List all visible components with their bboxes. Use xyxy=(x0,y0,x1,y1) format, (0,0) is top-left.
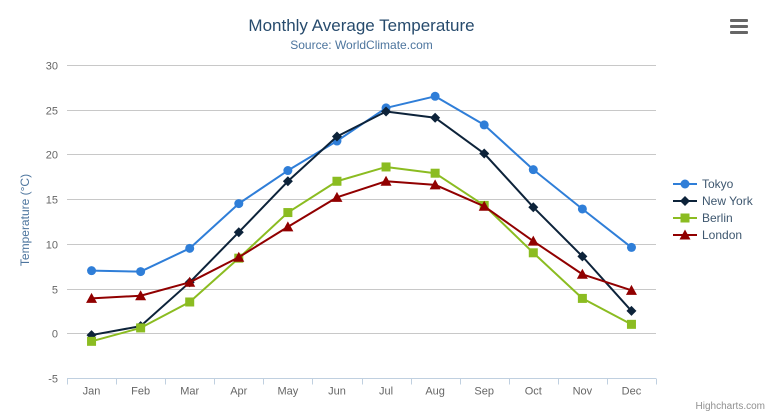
legend-item-london[interactable]: London xyxy=(673,228,753,242)
x-axis-label: May xyxy=(277,386,298,398)
hamburger-icon xyxy=(730,18,748,22)
data-point-new-york[interactable] xyxy=(430,112,441,123)
square-legend-marker-icon xyxy=(673,213,697,223)
diamond-legend-marker-icon xyxy=(673,196,697,206)
legend-label: London xyxy=(702,228,743,242)
y-axis-tick-label: -5 xyxy=(48,374,58,386)
data-point-new-york[interactable] xyxy=(479,148,490,159)
x-axis-label: Jul xyxy=(379,386,393,398)
data-point-tokyo[interactable] xyxy=(479,120,489,130)
data-point-new-york[interactable] xyxy=(626,305,637,316)
x-axis-label: Nov xyxy=(573,386,593,398)
data-point-new-york[interactable] xyxy=(381,106,392,117)
x-axis-label: Sep xyxy=(474,386,494,398)
data-point-berlin[interactable] xyxy=(528,248,538,258)
data-point-new-york[interactable] xyxy=(528,202,539,213)
x-axis-label: Jun xyxy=(328,386,346,398)
data-point-berlin[interactable] xyxy=(626,319,636,329)
highcharts-credit-link[interactable]: Highcharts.com xyxy=(695,401,765,412)
data-point-berlin[interactable] xyxy=(87,336,97,346)
data-point-london[interactable] xyxy=(86,292,98,303)
data-point-new-york[interactable] xyxy=(233,227,244,238)
data-point-berlin[interactable] xyxy=(332,176,342,186)
data-point-tokyo[interactable] xyxy=(136,267,146,277)
data-point-new-york[interactable] xyxy=(577,251,588,262)
circle-legend-marker-icon xyxy=(673,179,697,189)
y-axis-title: Temperature (°C) xyxy=(18,173,32,267)
data-point-berlin[interactable] xyxy=(185,297,195,307)
data-point-london[interactable] xyxy=(625,284,637,295)
y-axis-tick-label: 25 xyxy=(46,106,58,118)
export-menu-button[interactable] xyxy=(730,17,752,35)
y-axis-tick-label: 5 xyxy=(52,285,58,297)
x-axis-label: Jan xyxy=(83,386,101,398)
data-point-tokyo[interactable] xyxy=(528,165,538,175)
series-line-london xyxy=(90,180,633,300)
data-point-london[interactable] xyxy=(331,191,343,202)
x-axis-label: Aug xyxy=(425,386,445,398)
x-axis-label: Feb xyxy=(131,386,150,398)
y-axis-tick-label: 10 xyxy=(46,240,58,252)
series-line-berlin xyxy=(90,165,633,343)
data-point-london[interactable] xyxy=(527,235,539,246)
y-axis-tick-label: 0 xyxy=(52,329,58,341)
data-point-tokyo[interactable] xyxy=(283,166,293,176)
chart-title: Monthly Average Temperature xyxy=(248,16,475,35)
triangle-legend-marker-icon xyxy=(673,229,697,240)
data-point-london[interactable] xyxy=(576,268,588,279)
data-point-berlin[interactable] xyxy=(283,208,293,218)
data-point-london[interactable] xyxy=(135,290,147,301)
x-axis-label: Mar xyxy=(180,386,199,398)
y-axis-tick-label: 30 xyxy=(46,61,58,73)
data-point-tokyo[interactable] xyxy=(185,243,195,253)
legend-item-new-york[interactable]: New York xyxy=(673,194,753,208)
data-point-tokyo[interactable] xyxy=(430,91,440,101)
hamburger-icon xyxy=(730,24,748,28)
data-point-london[interactable] xyxy=(380,175,392,186)
x-axis-label: Dec xyxy=(622,386,642,398)
y-axis-tick-label: 15 xyxy=(46,195,58,207)
chart-subtitle: Source: WorldClimate.com xyxy=(290,38,433,52)
series-line-new-york xyxy=(90,110,633,337)
data-point-tokyo[interactable] xyxy=(87,266,97,276)
legend: Tokyo New York Berlin London xyxy=(673,177,753,242)
x-axis-label: Oct xyxy=(525,386,542,398)
legend-item-tokyo[interactable]: Tokyo xyxy=(673,177,753,191)
data-point-berlin[interactable] xyxy=(381,162,391,172)
data-point-london[interactable] xyxy=(282,221,294,232)
legend-item-berlin[interactable]: Berlin xyxy=(673,211,753,225)
legend-label: Tokyo xyxy=(702,177,734,191)
data-point-london[interactable] xyxy=(233,251,245,262)
legend-label: Berlin xyxy=(702,211,733,225)
series-line-tokyo xyxy=(90,95,633,273)
x-axis-label: Apr xyxy=(230,386,247,398)
data-point-tokyo[interactable] xyxy=(577,204,587,214)
hamburger-icon xyxy=(730,30,748,34)
data-point-berlin[interactable] xyxy=(577,293,587,303)
data-point-new-york[interactable] xyxy=(331,131,342,142)
legend-label: New York xyxy=(702,194,753,208)
data-point-berlin[interactable] xyxy=(430,168,440,178)
data-point-london[interactable] xyxy=(184,276,196,287)
y-axis-tick-label: 20 xyxy=(46,150,58,162)
data-point-berlin[interactable] xyxy=(136,323,146,333)
data-point-tokyo[interactable] xyxy=(234,199,244,209)
data-point-new-york[interactable] xyxy=(282,176,293,187)
data-point-london[interactable] xyxy=(478,200,490,211)
data-point-london[interactable] xyxy=(429,179,441,190)
data-point-tokyo[interactable] xyxy=(626,242,636,252)
